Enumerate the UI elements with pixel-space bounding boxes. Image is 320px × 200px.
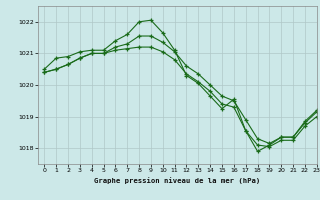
X-axis label: Graphe pression niveau de la mer (hPa): Graphe pression niveau de la mer (hPa) — [94, 177, 261, 184]
